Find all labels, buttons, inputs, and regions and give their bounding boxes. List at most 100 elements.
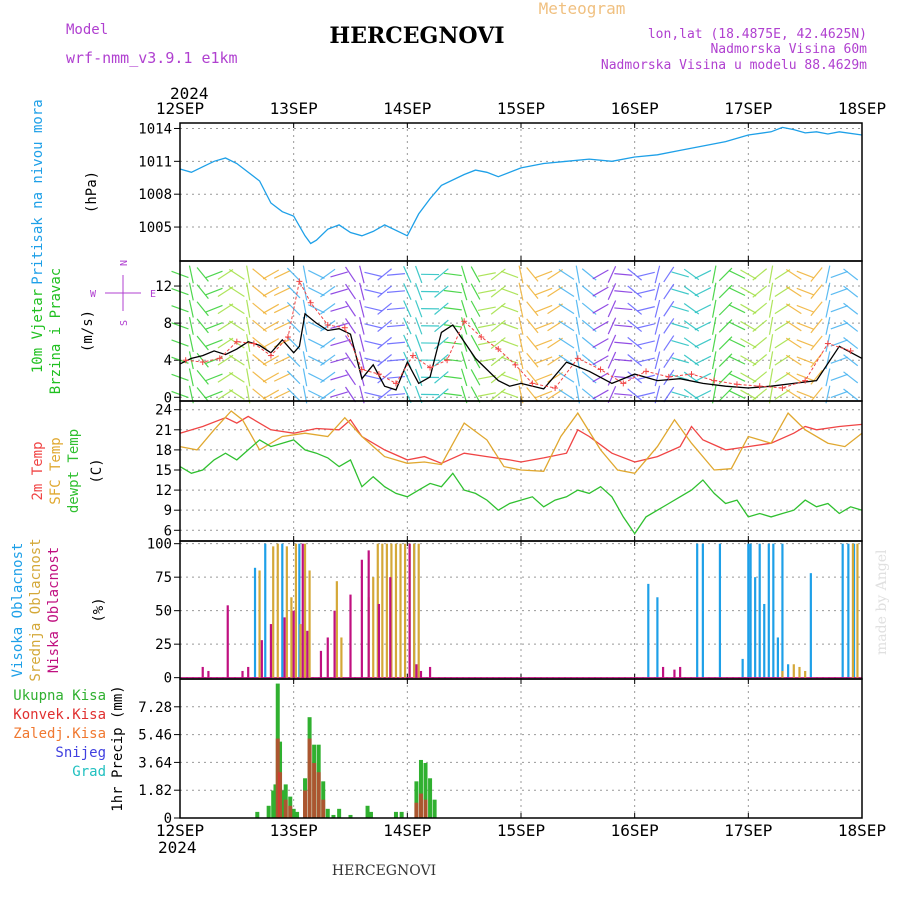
- wind-arrow: [500, 305, 519, 313]
- niska-oblacnost-bar: [661, 666, 665, 678]
- wind-compass: W E N S: [90, 260, 156, 326]
- wind-arrow: [217, 337, 234, 349]
- wind-arrow: [558, 303, 575, 315]
- wind-arrow: [694, 269, 712, 280]
- wind-arrow: [403, 386, 412, 403]
- niska-oblacnost-bar: [333, 610, 336, 678]
- wind-arrow: [415, 265, 423, 284]
- wind-arrow: [830, 390, 848, 399]
- wind-arrow: [205, 304, 223, 313]
- wind-arrow: [592, 269, 609, 280]
- y-tick-label: 7.28: [138, 700, 172, 716]
- visoka-oblacnost-bar: [747, 543, 750, 678]
- wind-arrow: [694, 355, 712, 365]
- wind-arrow: [460, 334, 468, 352]
- niska-oblacnost-bar: [319, 650, 323, 678]
- srednja-oblacnost-bar: [394, 543, 398, 678]
- wind-arrow: [718, 284, 733, 299]
- wind-arrow: [796, 304, 814, 313]
- wind-arrow: [308, 372, 325, 382]
- wind-arrow: [526, 284, 539, 299]
- top-x-tick-label: 17SEP: [724, 99, 772, 118]
- wind-arrow: [663, 318, 675, 334]
- wind-arrow: [196, 301, 209, 317]
- wind-arrow: [663, 283, 675, 300]
- wind-arrow: [470, 300, 481, 317]
- wind-arrow: [558, 337, 575, 349]
- wind-arrow: [785, 269, 802, 280]
- wind-arrow: [785, 371, 802, 383]
- wind-arrow: [217, 303, 234, 315]
- wind-arrow: [627, 388, 643, 401]
- wind-arrow: [500, 287, 519, 296]
- visoka-oblacnost-bar: [253, 567, 257, 678]
- visoka-oblacnost-bar: [767, 543, 770, 678]
- wind-arrow: [774, 286, 791, 297]
- wind-arrow: [359, 299, 365, 318]
- wind-arrow: [694, 372, 712, 382]
- wind-arrow: [302, 351, 308, 370]
- wind-arrow: [359, 351, 365, 370]
- y-axis-label: 10m Vjetar: [30, 289, 46, 373]
- wind-arrow: [637, 391, 655, 398]
- ukupna-kisa-bar: [325, 808, 330, 818]
- wind-arrow: [434, 285, 449, 298]
- bottom-x-tick-label: 15SEP: [497, 821, 545, 840]
- wind-arrow: [228, 320, 245, 332]
- wind-arrow: [627, 268, 643, 281]
- wind-arrow: [526, 369, 539, 385]
- wind-arrow: [415, 300, 423, 318]
- wind-arrow: [490, 302, 506, 315]
- y-axis-label: 1hr Precip (mm): [110, 685, 126, 811]
- wind-arrow: [320, 303, 336, 315]
- wind-arrow: [477, 289, 496, 294]
- wind-arrow: [490, 285, 506, 298]
- wind-arrow: [477, 392, 496, 397]
- wind-arrow: [490, 268, 506, 281]
- wind-arrow: [308, 338, 325, 348]
- wind-arrow: [217, 354, 234, 366]
- wind-arrow: [752, 371, 768, 384]
- footer-title: HERCEGNOVI: [332, 863, 436, 879]
- srednja-oblacnost-bar: [272, 546, 275, 678]
- bottom-x-tick-label: 16SEP: [611, 821, 659, 840]
- konvek-kisa-bar: [414, 802, 419, 818]
- wind-arrow: [526, 318, 539, 334]
- wind-arrow: [320, 371, 336, 384]
- wind-arrow: [386, 393, 405, 396]
- wind-arrow: [607, 351, 617, 369]
- wind-arrow: [273, 304, 291, 314]
- wind-arrow: [535, 339, 553, 347]
- wind-arrow: [558, 371, 575, 383]
- wind-arrow: [403, 368, 412, 386]
- wind-arrow: [330, 322, 348, 330]
- wind-arrow: [607, 334, 617, 352]
- dewpt-temp-line: [179, 439, 863, 535]
- wind-arrow: [718, 301, 733, 316]
- wind-arrow: [740, 286, 757, 297]
- wind-arrow: [810, 387, 823, 402]
- ukupna-kisa-bar: [295, 811, 300, 818]
- wind-arrow: [830, 305, 848, 313]
- wind-arrow: [785, 286, 802, 298]
- niska-oblacnost-bar: [428, 666, 432, 678]
- niska-oblacnost-bar: [389, 577, 392, 678]
- niska-oblacnost-bar: [415, 664, 418, 678]
- brzina-line: [179, 312, 863, 391]
- wind-arrow: [217, 320, 234, 332]
- wind-arrow: [711, 351, 717, 370]
- wind-arrow: [671, 391, 689, 398]
- wind-arrow: [205, 390, 223, 399]
- visoka-oblacnost-bar: [741, 658, 744, 678]
- wind-arrow: [607, 265, 617, 283]
- wind-arrow: [728, 372, 746, 382]
- srednja-oblacnost-bar: [290, 597, 293, 678]
- clouds-panel: 0 25 50 75 100 Visoka Oblacnost Srednja Oblacn…: [10, 537, 863, 687]
- wind-arrow: [711, 282, 717, 301]
- pritisak-na-nivou-mora-line: [179, 126, 863, 245]
- visoka-oblacnost-bar: [701, 543, 704, 678]
- temperature-frame: [179, 400, 863, 542]
- wind-arrow: [386, 375, 405, 379]
- wind-panel: 0 4 8 12 10m Vjetar Brzina i Pravac (m/s) W E N S: [30, 260, 863, 406]
- wind-arrow: [460, 282, 468, 301]
